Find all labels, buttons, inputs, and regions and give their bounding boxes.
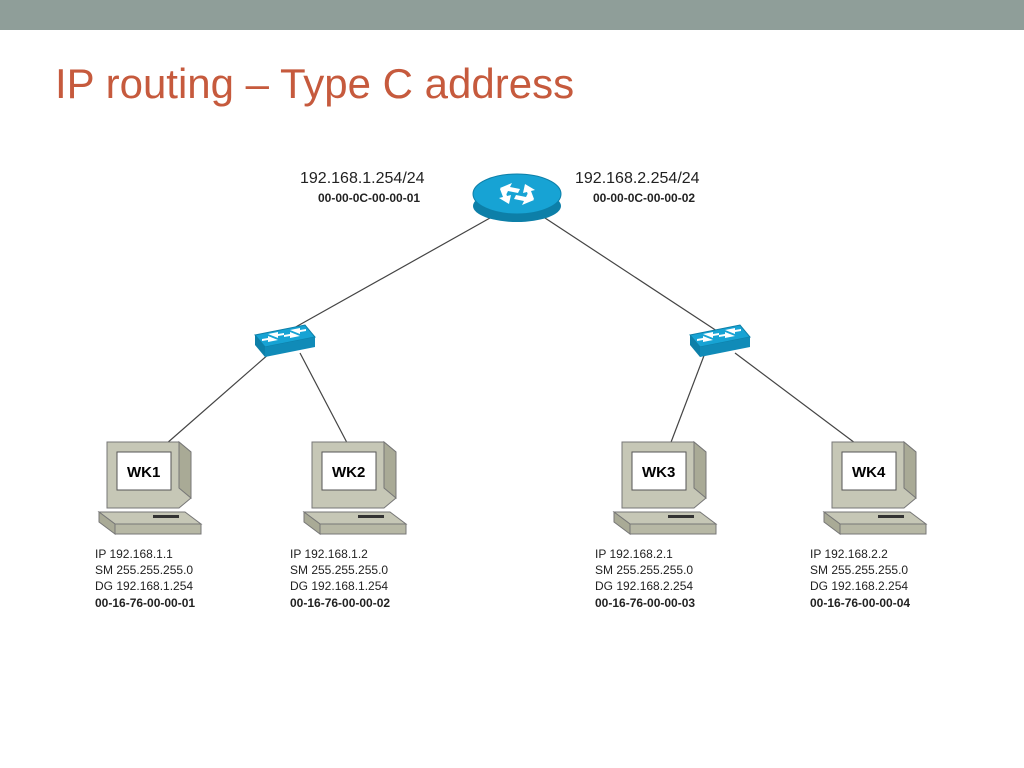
wk4-dg: DG 192.168.2.254: [810, 578, 910, 594]
wk3-dg: DG 192.168.2.254: [595, 578, 695, 594]
switch-1-icon: [250, 323, 320, 368]
workstation-wk2: WK2 IP 192.168.1.2 SM 255.255.255.0 DG 1…: [300, 438, 420, 543]
wk2-label: WK2: [332, 464, 365, 481]
wk3-mac: 00-16-76-00-00-03: [595, 595, 695, 611]
wk1-label: WK1: [127, 464, 160, 481]
router-left-ip: 192.168.1.254/24: [300, 170, 425, 188]
wk3-label: WK3: [642, 464, 675, 481]
workstation-wk1: WK1 IP 192.168.1.1 SM 255.255.255.0 DG 1…: [95, 438, 215, 543]
workstation-wk3: WK3 IP 192.168.2.1 SM 255.255.255.0 DG 1…: [610, 438, 730, 543]
top-bar: [0, 0, 1024, 30]
workstation-wk4: WK4 IP 192.168.2.2 SM 255.255.255.0 DG 1…: [820, 438, 940, 543]
wk1-mac: 00-16-76-00-00-01: [95, 595, 195, 611]
wk1-dg: DG 192.168.1.254: [95, 578, 195, 594]
router-right-mac: 00-00-0C-00-00-02: [593, 191, 695, 205]
wk1-sm: SM 255.255.255.0: [95, 562, 195, 578]
router-left-mac: 00-00-0C-00-00-01: [318, 191, 420, 205]
router-icon: [470, 166, 565, 231]
wk1-ip: IP 192.168.1.1: [95, 546, 195, 562]
network-diagram: 192.168.1.254/24 00-00-0C-00-00-01 192.1…: [0, 118, 1024, 718]
wk4-info: IP 192.168.2.2 SM 255.255.255.0 DG 192.1…: [810, 546, 910, 611]
wk3-info: IP 192.168.2.1 SM 255.255.255.0 DG 192.1…: [595, 546, 695, 611]
wk3-ip: IP 192.168.2.1: [595, 546, 695, 562]
page-title: IP routing – Type C address: [55, 60, 1024, 108]
router-right-ip: 192.168.2.254/24: [575, 170, 700, 188]
wk4-label: WK4: [852, 464, 885, 481]
switch-2-icon: [685, 323, 755, 368]
wk4-sm: SM 255.255.255.0: [810, 562, 910, 578]
wk4-ip: IP 192.168.2.2: [810, 546, 910, 562]
wk2-ip: IP 192.168.1.2: [290, 546, 390, 562]
wk2-info: IP 192.168.1.2 SM 255.255.255.0 DG 192.1…: [290, 546, 390, 611]
wk2-dg: DG 192.168.1.254: [290, 578, 390, 594]
wk1-info: IP 192.168.1.1 SM 255.255.255.0 DG 192.1…: [95, 546, 195, 611]
wk2-sm: SM 255.255.255.0: [290, 562, 390, 578]
wk3-sm: SM 255.255.255.0: [595, 562, 695, 578]
wk2-mac: 00-16-76-00-00-02: [290, 595, 390, 611]
wk4-mac: 00-16-76-00-00-04: [810, 595, 910, 611]
